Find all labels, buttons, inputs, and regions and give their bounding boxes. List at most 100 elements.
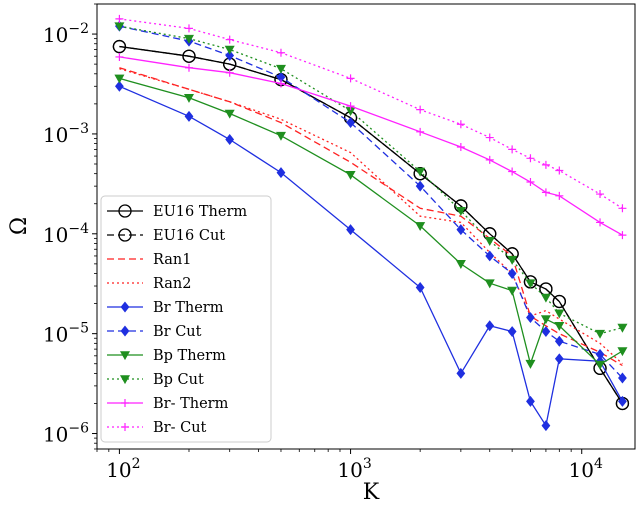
data-point	[275, 131, 286, 141]
legend-label: Br Therm	[153, 300, 224, 316]
data-point	[415, 282, 425, 293]
series-7	[114, 22, 628, 339]
data-point	[184, 63, 193, 72]
data-point	[507, 268, 517, 280]
series-layer	[112, 14, 630, 432]
data-point	[225, 68, 234, 77]
legend-label: Bp Cut	[153, 372, 204, 388]
legend-marker	[119, 375, 131, 385]
data-point	[555, 166, 564, 175]
data-point	[225, 35, 234, 44]
data-point	[555, 191, 564, 200]
data-point	[485, 155, 494, 164]
data-point	[540, 315, 551, 325]
data-point	[415, 167, 426, 177]
data-point	[225, 50, 235, 61]
legend-label: Br- Therm	[153, 396, 229, 412]
series-8	[115, 52, 627, 240]
data-point	[224, 45, 235, 55]
legend-marker	[121, 423, 129, 431]
legend-marker	[120, 325, 130, 337]
series-line	[119, 67, 623, 367]
data-point	[182, 49, 196, 63]
data-point	[346, 224, 355, 236]
data-point	[526, 154, 535, 163]
legend-entry: Bp Cut	[107, 372, 204, 388]
data-point	[484, 279, 495, 289]
data-point	[455, 206, 466, 216]
data-point	[456, 224, 466, 236]
data-point	[485, 250, 495, 262]
legend-entry: Bp Therm	[107, 348, 226, 364]
legend-label: Br- Cut	[153, 420, 207, 436]
series-3	[119, 68, 623, 365]
legend-label: Ran2	[153, 276, 191, 292]
data-point	[456, 120, 465, 129]
data-point	[525, 359, 536, 369]
y-axis-label: Ω	[7, 217, 32, 235]
data-point	[224, 109, 235, 119]
y-tick-label: 10−3	[43, 121, 89, 147]
data-point	[617, 347, 628, 357]
legend-entry: EU16 Therm	[107, 204, 247, 220]
data-point	[595, 348, 605, 360]
data-point	[485, 320, 495, 332]
data-point	[618, 395, 627, 407]
data-point	[507, 255, 518, 265]
data-point	[115, 52, 124, 61]
legend-entry: Br Cut	[107, 324, 202, 340]
data-point	[184, 24, 193, 33]
data-point	[552, 294, 566, 309]
data-point	[112, 39, 127, 54]
data-point	[618, 231, 627, 240]
data-point	[617, 323, 628, 333]
legend: EU16 Therm EU16 Cut Ran1 Ran2 Br Therm Br Cut…	[100, 195, 272, 443]
series-2	[119, 67, 623, 367]
y-tick-label: 10−5	[43, 321, 89, 347]
data-point	[618, 372, 627, 384]
legend-marker	[120, 301, 130, 313]
data-point	[346, 117, 355, 129]
y-tick-label: 10−4	[43, 221, 89, 247]
legend-entry: Ran2	[107, 276, 191, 292]
data-point	[507, 286, 518, 296]
data-point	[526, 178, 535, 187]
legend-entry: Br- Therm	[107, 396, 229, 412]
data-point	[183, 94, 195, 103]
series-line	[119, 45, 623, 404]
axis-ticks: 102 103 104 10−6 10−5 10−4 10−3 10−2	[43, 3, 603, 482]
x-tick-label: 104	[569, 456, 603, 482]
data-point	[596, 218, 605, 227]
data-point	[416, 105, 425, 114]
data-point	[554, 321, 565, 331]
data-point	[456, 367, 466, 379]
data-point	[596, 190, 605, 199]
data-point	[526, 395, 535, 407]
data-point	[276, 167, 286, 179]
legend-label: Bp Therm	[153, 348, 226, 364]
legend-label: EU16 Therm	[153, 204, 247, 220]
series-line	[119, 68, 623, 365]
data-point	[485, 133, 494, 142]
data-point	[275, 64, 286, 74]
data-point	[554, 353, 564, 365]
legend-marker	[121, 399, 129, 407]
legend-marker	[118, 228, 132, 242]
y-tick-label: 10−2	[43, 21, 89, 47]
legend-marker	[119, 351, 131, 361]
data-point	[184, 110, 194, 122]
data-point	[541, 420, 551, 432]
plot-area-frame	[96, 3, 636, 450]
data-point	[507, 326, 517, 338]
legend-entry: Br Therm	[107, 300, 224, 316]
legend-box	[100, 195, 272, 443]
data-point	[225, 133, 235, 145]
data-point	[541, 160, 550, 169]
data-point	[276, 48, 285, 57]
data-point	[541, 326, 551, 338]
data-point	[484, 237, 495, 246]
data-point	[554, 309, 565, 319]
x-tick-label: 103	[337, 456, 371, 482]
